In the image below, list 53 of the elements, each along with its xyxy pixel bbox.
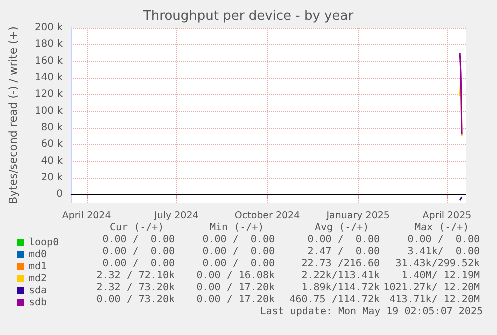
y-tick-label: 100 k xyxy=(34,106,64,117)
text: 0.00 / 0.00 xyxy=(102,258,175,270)
text: 2.47 / 0.00 xyxy=(308,246,380,258)
x-tick-label: January 2025 xyxy=(326,210,390,222)
text: 3.41k/ 0.00 xyxy=(408,246,480,258)
text: Avg (-/+) xyxy=(315,222,370,234)
x-tick-label: April 2024 xyxy=(62,210,112,222)
y-tick-label: 0 xyxy=(56,189,63,200)
y-tick-label: 60 k xyxy=(41,139,64,150)
text: Max (-/+) xyxy=(415,222,470,234)
legend-label: sda xyxy=(29,286,48,296)
legend-label: md1 xyxy=(29,262,48,272)
text: 0.00 / 17.20k xyxy=(196,294,275,306)
chart-title: Throughput per device - by year xyxy=(142,9,354,24)
text: 0.00 / 17.20k xyxy=(196,282,275,294)
text: 1021.27k/ 12.20M xyxy=(384,282,480,294)
x-tick-label: July 2024 xyxy=(154,210,199,222)
y-tick-label: 80 k xyxy=(41,122,64,134)
text: 31.43k/299.52k xyxy=(396,258,480,270)
text: 0.00 / 0.00 xyxy=(102,246,175,258)
y-tick-label: 40 k xyxy=(41,156,64,167)
text: 0.00 / 0.00 xyxy=(202,246,275,258)
y-tick-label: 120 k xyxy=(34,89,64,100)
text: 0.00 / 16.08k xyxy=(196,270,275,282)
y-tick-label: 200 k xyxy=(34,22,64,34)
text: 0.00 / 0.00 xyxy=(202,258,275,270)
x-tick-label: April 2025 xyxy=(422,210,472,222)
text: 0.00 / 0.00 xyxy=(408,234,480,246)
y-axis-title: Bytes/second read (-) / write (+) xyxy=(7,26,20,204)
text: 413.71k/ 12.20M xyxy=(390,294,480,306)
text: 0.00 / 73.20k xyxy=(96,294,175,306)
text: 0.00 / 0.00 xyxy=(308,234,380,246)
text: 0.00 / 0.00 xyxy=(202,234,275,246)
text: 2.32 / 73.20k xyxy=(96,282,175,294)
y-tick-label: 20 k xyxy=(41,172,64,184)
y-tick-label: 140 k xyxy=(34,72,64,84)
text: Cur (-/+) xyxy=(110,222,164,234)
text: 1.89k/114.72k xyxy=(302,282,380,294)
text: Min (-/+) xyxy=(210,222,264,234)
text: Last update: Mon May 19 02:05:07 2025 xyxy=(260,306,483,318)
text: 1.40M/ 12.19M xyxy=(402,270,480,282)
y-tick-label: 160 k xyxy=(34,56,64,67)
y-tick-label: 180 k xyxy=(34,39,64,50)
legend-label: sdb xyxy=(29,298,48,308)
text: 0.00 / 0.00 xyxy=(102,234,175,246)
text: 22.73 /216.60 xyxy=(302,258,380,270)
x-tick-label: October 2024 xyxy=(234,210,300,222)
legend-label: md0 xyxy=(29,250,48,260)
text: 460.75 /114.72k xyxy=(290,294,380,306)
text: 2.32 / 72.10k xyxy=(96,270,175,282)
text: 2.22k/113.41k xyxy=(302,270,380,282)
legend-label: md2 xyxy=(29,274,48,284)
legend-label: loop0 xyxy=(29,238,60,248)
